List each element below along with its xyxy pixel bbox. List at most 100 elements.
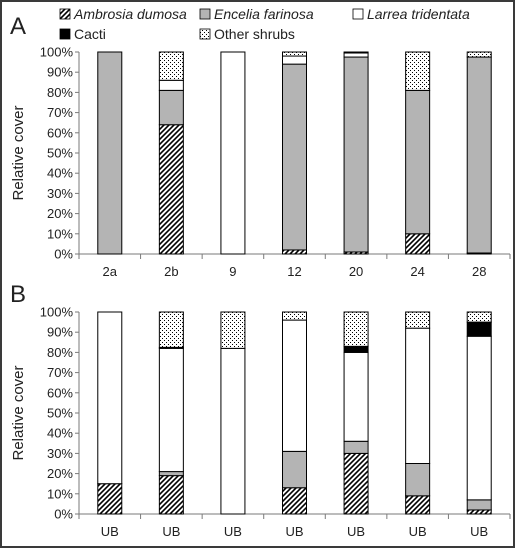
- bar-encelia: [97, 51, 123, 255]
- bar-ambrosia: [282, 487, 307, 515]
- y-tick-label: 100%: [40, 305, 74, 320]
- bar-larrea: [97, 311, 123, 485]
- legend: Ambrosia dumosa Encelia farinosa Larrea tr…: [59, 6, 470, 42]
- y-tick-label: 80%: [47, 85, 73, 100]
- bar-stack-3: [282, 311, 307, 515]
- bar-stack-0: [97, 311, 123, 515]
- bar-stack-1: [158, 311, 184, 515]
- legend-item-other: Other shrubs: [199, 26, 295, 42]
- bar-encelia: [282, 63, 307, 251]
- legend-item-cacti: Cacti: [59, 26, 106, 42]
- bar-other: [343, 311, 369, 347]
- bar-stack-3: [282, 51, 307, 255]
- bar-cacti: [343, 51, 369, 54]
- x-tick-label: 24: [410, 264, 424, 279]
- bar-larrea: [282, 319, 307, 452]
- x-tick-label: 28: [472, 264, 486, 279]
- bar-cacti: [466, 321, 492, 337]
- x-tick-label: UB: [470, 524, 488, 539]
- legend-label-encelia: Encelia farinosa: [214, 6, 314, 22]
- bar-ambrosia: [405, 233, 431, 255]
- bar-larrea: [158, 79, 184, 91]
- legend-swatch-encelia: [199, 8, 211, 20]
- bar-stack-6: [466, 51, 492, 255]
- bar-ambrosia: [97, 483, 123, 515]
- bar-larrea: [158, 347, 184, 473]
- y-tick-label: 30%: [47, 186, 73, 201]
- bar-larrea: [220, 347, 246, 515]
- y-tick-label: 20%: [47, 466, 73, 481]
- bar-larrea: [405, 327, 431, 464]
- x-tick-label: 9: [229, 264, 236, 279]
- bar-larrea: [343, 52, 369, 58]
- bar-stack-2: [220, 51, 246, 255]
- x-tick-label: UB: [162, 524, 180, 539]
- legend-swatch-larrea: [352, 8, 364, 20]
- bar-encelia: [343, 440, 369, 454]
- bar-encelia: [158, 471, 184, 477]
- x-tick-label: UB: [409, 524, 427, 539]
- y-tick-label: 90%: [47, 325, 73, 340]
- bar-cacti: [343, 345, 369, 353]
- y-tick-label: 50%: [47, 406, 73, 421]
- bar-encelia: [158, 89, 184, 126]
- legend-item-larrea: Larrea tridentata: [352, 6, 470, 22]
- y-tick-label: 60%: [47, 385, 73, 400]
- bar-encelia: [466, 499, 492, 511]
- bar-other: [158, 51, 184, 81]
- y-tick-label: 100%: [40, 45, 74, 60]
- y-tick-label: 10%: [47, 486, 73, 501]
- bar-larrea: [343, 351, 369, 442]
- y-tick-label: 60%: [47, 125, 73, 140]
- y-tick-label: 20%: [47, 206, 73, 221]
- y-tick-label: 30%: [47, 446, 73, 461]
- legend-label-ambrosia: Ambrosia dumosa: [73, 6, 187, 22]
- panel-label: A: [10, 13, 26, 40]
- x-tick-label: UB: [285, 524, 303, 539]
- bar-encelia: [405, 463, 431, 497]
- x-tick-label: UB: [224, 524, 242, 539]
- x-tick-label: 12: [287, 264, 301, 279]
- bar-stack-0: [97, 51, 123, 255]
- bar-stack-1: [158, 51, 184, 255]
- y-tick-label: 50%: [47, 146, 73, 161]
- bar-stack-6: [466, 311, 492, 515]
- legend-label-cacti: Cacti: [74, 26, 106, 42]
- bar-other: [405, 311, 431, 329]
- bar-ambrosia: [405, 495, 431, 515]
- x-tick-label: 2b: [164, 264, 178, 279]
- panel-a: A Relative cover 0% 10% 20% 30% 40% 50% 60% 70% 80…: [10, 13, 511, 279]
- y-axis-title: Relative cover: [10, 105, 27, 200]
- bar-stack-4: [343, 311, 369, 515]
- bar-ambrosia: [158, 124, 184, 255]
- y-axis-title: Relative cover: [10, 365, 27, 460]
- bar-encelia: [282, 450, 307, 489]
- y-tick-label: 40%: [47, 426, 73, 441]
- bar-stack-5: [405, 311, 431, 515]
- bar-ambrosia: [158, 475, 184, 515]
- legend-label-other: Other shrubs: [214, 26, 295, 42]
- bar-larrea: [220, 51, 246, 255]
- legend-label-larrea: Larrea tridentata: [367, 6, 470, 22]
- y-tick-label: 0%: [54, 247, 73, 262]
- legend-swatch-ambrosia: [59, 8, 71, 20]
- bar-other: [158, 311, 184, 348]
- bar-other: [466, 51, 492, 58]
- y-tick-label: 0%: [54, 507, 73, 522]
- legend-swatch-cacti: [59, 28, 71, 40]
- bar-encelia: [343, 56, 369, 253]
- x-tick-label: UB: [347, 524, 365, 539]
- y-tick-label: 70%: [47, 105, 73, 120]
- y-tick-label: 80%: [47, 345, 73, 360]
- panel-b: B Relative cover 0% 10% 20% 30% 40% 50% 60% 70% 80…: [10, 281, 511, 539]
- bar-ambrosia: [282, 249, 307, 255]
- panel-label: B: [10, 281, 26, 308]
- bar-stack-4: [343, 51, 369, 255]
- legend-item-ambrosia: Ambrosia dumosa: [59, 6, 187, 22]
- bar-larrea: [282, 55, 307, 65]
- y-tick-label: 70%: [47, 365, 73, 380]
- x-tick-label: 2a: [103, 264, 118, 279]
- legend-item-encelia: Encelia farinosa: [199, 6, 314, 22]
